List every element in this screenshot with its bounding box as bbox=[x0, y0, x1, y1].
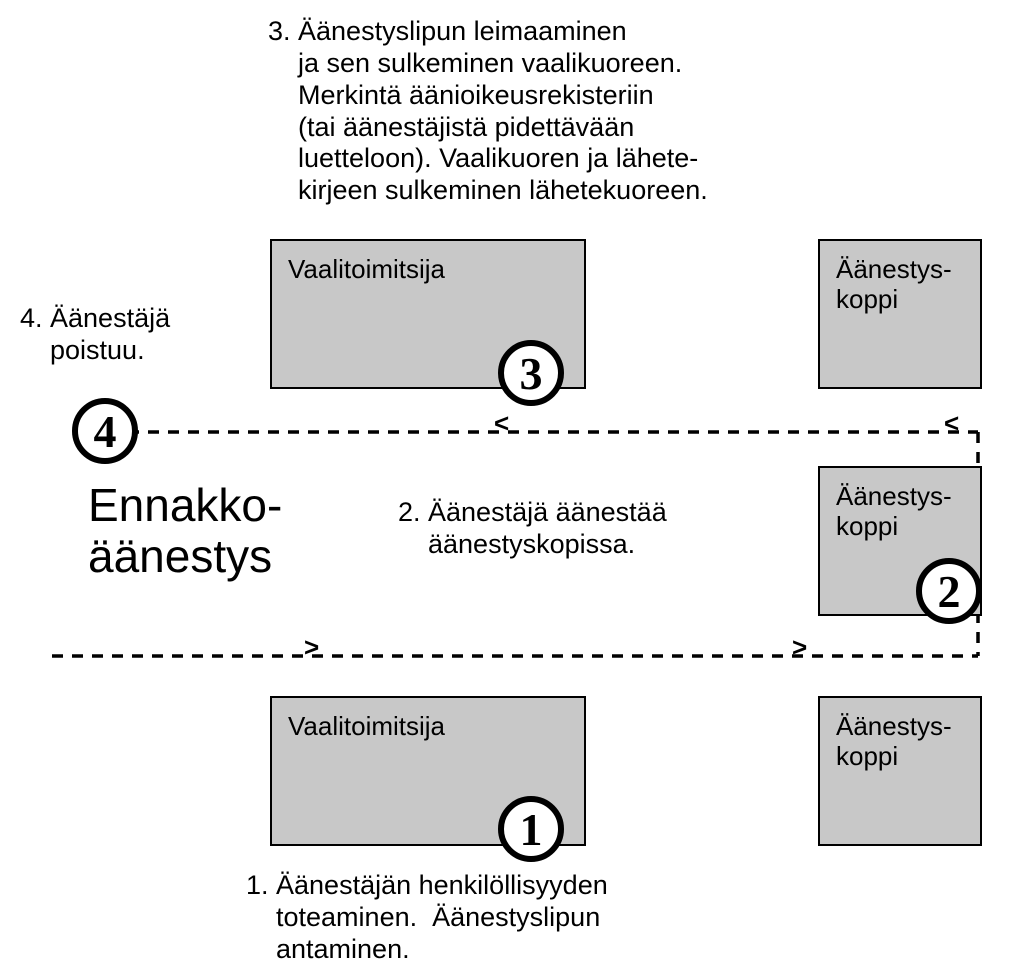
box-booth-bot: Äänestys- koppi bbox=[818, 696, 982, 846]
box-label: Äänestys- koppi bbox=[836, 254, 952, 314]
box-label: Vaalitoimitsija bbox=[288, 711, 445, 741]
svg-text:<: < bbox=[944, 408, 959, 438]
box-label: Vaalitoimitsija bbox=[288, 254, 445, 284]
step-badge-3: 3 bbox=[498, 340, 564, 406]
step-badge-2: 2 bbox=[916, 558, 982, 624]
svg-text:<: < bbox=[494, 408, 509, 438]
box-label: Äänestys- koppi bbox=[836, 711, 952, 771]
badge-number: 1 bbox=[520, 803, 543, 856]
svg-text:>: > bbox=[792, 632, 807, 662]
svg-text:>: > bbox=[304, 632, 319, 662]
badge-number: 3 bbox=[520, 347, 543, 400]
badge-number: 2 bbox=[938, 565, 961, 618]
step4-text: 4. Äänestäjä poistuu. bbox=[20, 303, 170, 367]
step-badge-1: 1 bbox=[498, 796, 564, 862]
step-badge-4: 4 bbox=[72, 398, 138, 464]
badge-number: 4 bbox=[94, 405, 117, 458]
diagram-title: Ennakko- äänestys bbox=[88, 480, 282, 581]
step2-text: 2. Äänestäjä äänestää äänestyskopissa. bbox=[398, 497, 667, 561]
step1-text: 1. Äänestäjän henkilöllisyyden toteamine… bbox=[246, 870, 608, 966]
box-booth-top: Äänestys- koppi bbox=[818, 239, 982, 389]
step3-text: 3. Äänestyslipun leimaaminen ja sen sulk… bbox=[268, 16, 708, 207]
box-label: Äänestys- koppi bbox=[836, 481, 952, 541]
